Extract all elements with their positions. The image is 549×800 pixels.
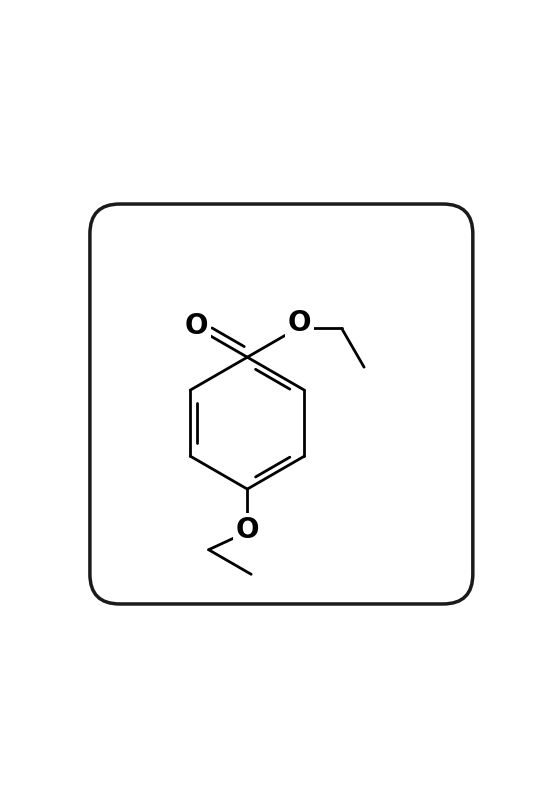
Text: O: O (184, 312, 208, 340)
Text: O: O (288, 310, 311, 338)
Text: O: O (236, 515, 259, 543)
FancyBboxPatch shape (90, 204, 473, 604)
